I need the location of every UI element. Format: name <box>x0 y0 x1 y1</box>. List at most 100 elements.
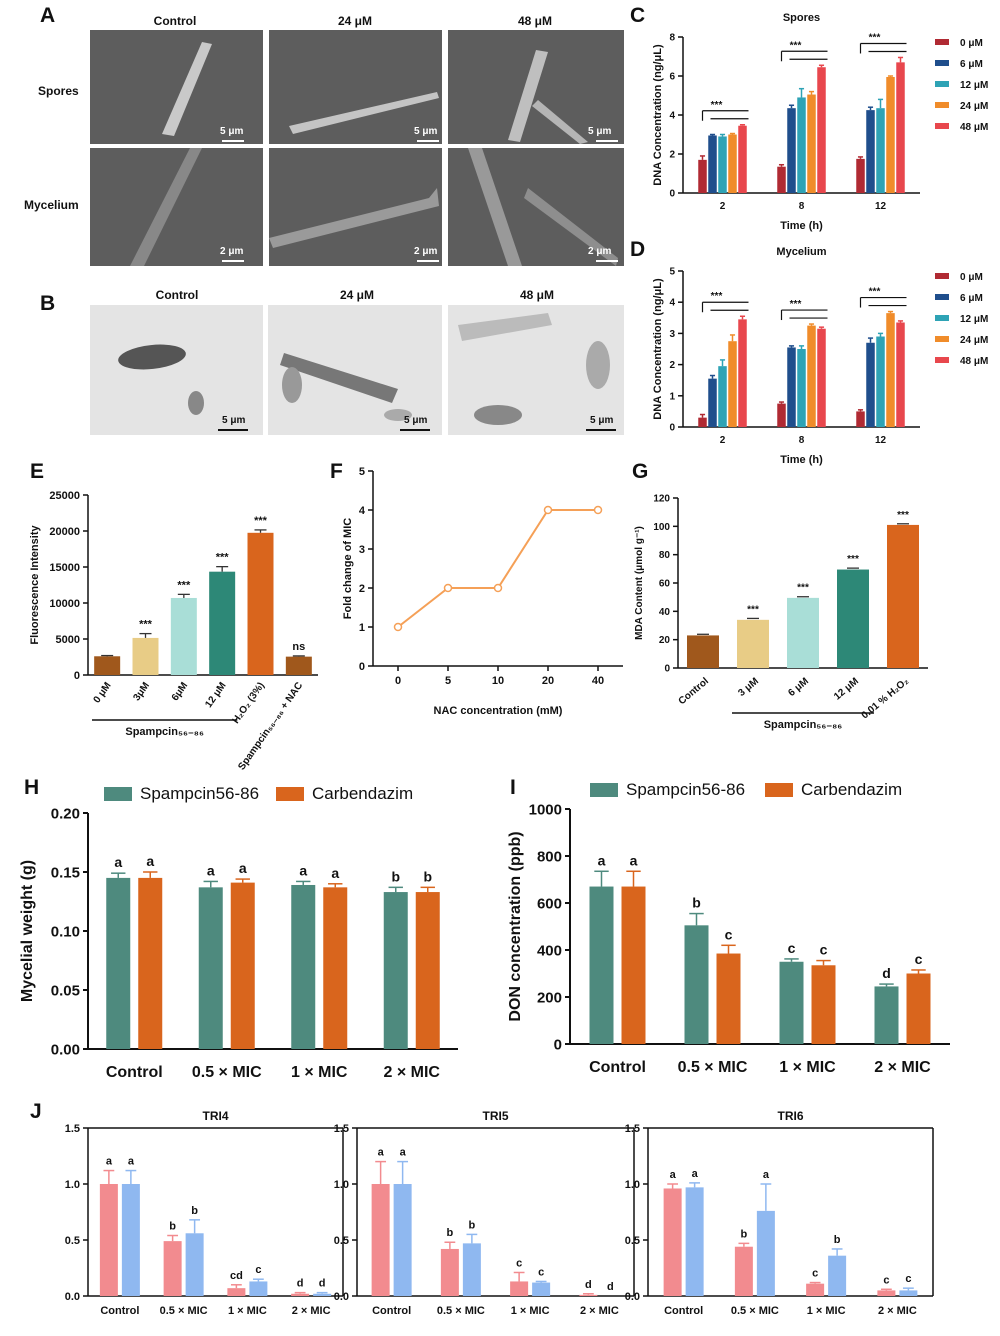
significance-letter: c <box>538 1266 544 1278</box>
bar <box>718 366 727 427</box>
panel-letter-c: C <box>630 4 646 27</box>
significance-letter: d <box>882 965 891 981</box>
legend-swatch <box>276 787 304 801</box>
legend-label: 24 μM <box>960 101 988 112</box>
significance-letter: b <box>191 1205 198 1217</box>
significance-stars: *** <box>254 515 268 527</box>
bar <box>708 378 717 427</box>
chart-title: TRI4 <box>202 1109 228 1123</box>
x-tick-label: 2 × MIC <box>384 1064 441 1081</box>
y-tick-label: 0.0 <box>65 1291 80 1303</box>
x-tick-label: Control <box>372 1305 411 1317</box>
significance-letter: a <box>378 1147 385 1159</box>
bar <box>886 313 895 427</box>
scale-bar-label: 5 μm <box>414 126 438 137</box>
significance-letter: a <box>114 854 122 870</box>
significance-letter: d <box>607 1281 614 1293</box>
y-tick-label: 5 <box>359 466 365 478</box>
y-tick-label: 1.5 <box>334 1123 349 1135</box>
y-tick-label: 3 <box>669 329 675 340</box>
y-tick-label: 0.15 <box>51 864 80 881</box>
x-tick-label: 2 <box>720 435 726 446</box>
sem-image-mycelium-24um: 2 μm <box>269 148 442 266</box>
bar <box>866 110 875 193</box>
y-tick-label: 0.00 <box>51 1041 80 1058</box>
bar <box>817 67 826 193</box>
y-tick-label: 2 <box>669 150 675 161</box>
y-tick-label: 0.05 <box>51 982 80 999</box>
bar <box>828 1255 847 1296</box>
sem-image-spores-control: 5 μm <box>90 30 263 144</box>
x-tick-label: 8 <box>799 201 805 212</box>
y-tick-label: 1.0 <box>65 1179 80 1191</box>
bar <box>285 656 312 675</box>
panel-letter-i: I <box>510 776 516 799</box>
x-tick-label: 2 × MIC <box>580 1305 619 1317</box>
x-tick-label: Control <box>677 676 711 707</box>
bar <box>698 159 707 193</box>
bar <box>896 62 905 193</box>
x-axis-label: Time (h) <box>780 454 823 466</box>
x-tick-label: 0.5 × MIC <box>192 1064 262 1081</box>
y-tick-label: 1.0 <box>625 1179 640 1191</box>
significance-letter: cd <box>230 1270 243 1282</box>
bar <box>163 1241 182 1296</box>
y-tick-label: 1 <box>359 622 365 634</box>
x-tick-label: 6 μM <box>786 676 811 699</box>
x-tick-label: 0.01 % H₂O₂ <box>860 676 911 722</box>
bar <box>121 1184 140 1296</box>
y-tick-label: 60 <box>659 579 671 590</box>
panel-letter-d: D <box>630 238 646 261</box>
y-tick-label: 1.5 <box>625 1123 640 1135</box>
significance-letter: b <box>692 895 701 911</box>
significance-stars: *** <box>747 604 759 615</box>
bar <box>887 524 919 668</box>
x-tick-label: 2 × MIC <box>878 1305 917 1317</box>
y-tick-label: 40 <box>659 607 671 618</box>
sem-col-48um: 48 μM <box>517 14 553 28</box>
y-tick-label: 800 <box>537 848 562 865</box>
bar <box>698 417 707 427</box>
x-tick-label: 0 μM <box>92 680 114 705</box>
scale-bar-label: 2 μm <box>220 246 244 257</box>
sem-row-mycelium: Mycelium <box>24 198 79 212</box>
legend-swatch <box>935 123 949 129</box>
x-tick-label: 0.5 × MIC <box>437 1305 485 1317</box>
bar <box>138 877 163 1049</box>
chart-title: Spores <box>783 12 820 24</box>
x-tick-label: 0.5 × MIC <box>678 1059 748 1076</box>
significance-letter: a <box>692 1168 699 1180</box>
bar <box>896 322 905 427</box>
bar <box>227 1288 246 1296</box>
legend-swatch <box>935 357 949 363</box>
bar <box>734 1246 753 1296</box>
significance-letter: c <box>883 1274 889 1286</box>
y-axis-label: Fluorescence Intensity <box>29 525 41 645</box>
legend-label: 6 μM <box>960 59 983 70</box>
x-tick-label: 12 <box>875 435 887 446</box>
bar <box>728 134 737 193</box>
x-tick-label: 0.5 × MIC <box>731 1305 779 1317</box>
bar <box>787 597 819 668</box>
y-axis-label: MDA Content (μmol g⁻¹) <box>634 526 645 640</box>
x-tick-label: 40 <box>592 675 604 687</box>
significance-stars: *** <box>797 583 809 594</box>
tem-image-control: 5 μm <box>90 305 263 435</box>
sem-col-24um: 24 μM <box>337 14 373 28</box>
significance-stars: *** <box>869 32 881 43</box>
significance-letter: a <box>670 1169 677 1181</box>
bar <box>728 341 737 427</box>
legend-label: Spampcin56-86 <box>140 784 259 803</box>
legend-swatch <box>765 783 793 797</box>
legend-label: 0 μM <box>960 38 983 49</box>
x-tick-label: Control <box>100 1305 139 1317</box>
bar <box>737 619 769 668</box>
significance-letter: a <box>239 860 247 876</box>
significance-letter: a <box>106 1156 113 1168</box>
legend-label: 12 μM <box>960 314 988 325</box>
sem-col-control: Control <box>153 14 197 28</box>
significance-letter: a <box>299 862 307 878</box>
significance-stars: *** <box>869 287 881 298</box>
bar <box>807 325 816 427</box>
